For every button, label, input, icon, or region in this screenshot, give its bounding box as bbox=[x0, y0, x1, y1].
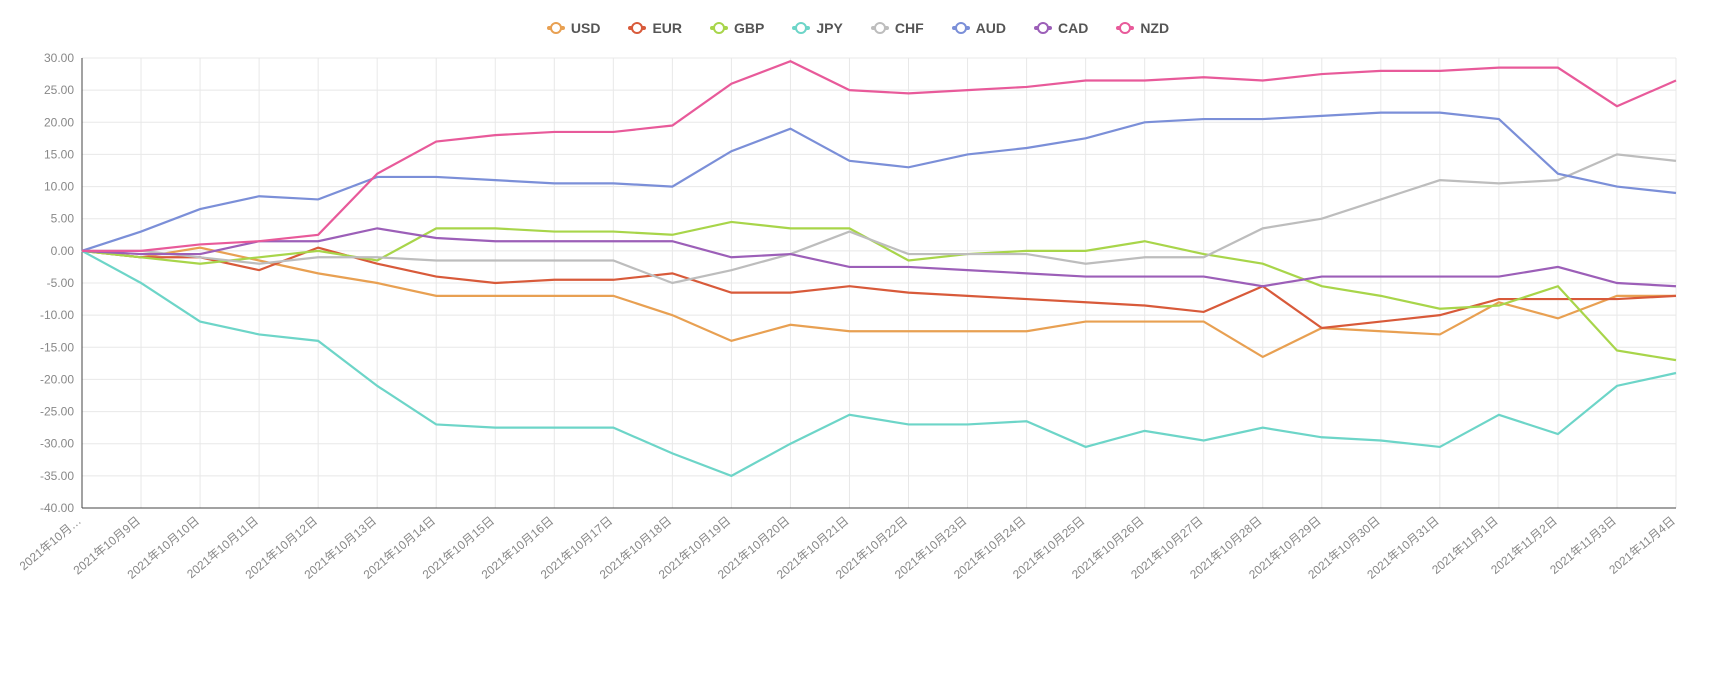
legend-swatch-icon bbox=[1116, 26, 1134, 30]
legend-item-usd[interactable]: USD bbox=[547, 20, 601, 36]
series-jpy[interactable] bbox=[82, 251, 1676, 476]
y-tick-label: 25.00 bbox=[44, 83, 74, 97]
legend-swatch-icon bbox=[1034, 26, 1052, 30]
legend-swatch-icon bbox=[871, 26, 889, 30]
legend-item-nzd[interactable]: NZD bbox=[1116, 20, 1169, 36]
legend-item-eur[interactable]: EUR bbox=[628, 20, 682, 36]
y-tick-label: -30.00 bbox=[40, 437, 74, 451]
legend-swatch-icon bbox=[547, 26, 565, 30]
plot-area: -40.00 -35.00 -30.00 -25.00 -20.00 -15.00 -10.… bbox=[20, 48, 1696, 588]
y-tick-label: 30.00 bbox=[44, 51, 74, 65]
y-tick-label: -20.00 bbox=[40, 372, 74, 386]
legend-item-aud[interactable]: AUD bbox=[952, 20, 1006, 36]
legend-swatch-icon bbox=[792, 26, 810, 30]
currency-line-chart: USD EUR GBP JPY CHF AUD CAD NZD -40.00 -35.00 -30… bbox=[20, 20, 1696, 656]
y-tick-label: -40.00 bbox=[40, 501, 74, 515]
y-tick-label: -25.00 bbox=[40, 405, 74, 419]
y-tick-label: -5.00 bbox=[47, 276, 75, 290]
legend-item-gbp[interactable]: GBP bbox=[710, 20, 764, 36]
series-usd[interactable] bbox=[82, 248, 1676, 357]
y-tick-label: 0.00 bbox=[51, 244, 75, 258]
legend-item-jpy[interactable]: JPY bbox=[792, 20, 842, 36]
legend-label: JPY bbox=[816, 20, 842, 36]
legend-label: NZD bbox=[1140, 20, 1169, 36]
y-tick-label: 15.00 bbox=[44, 147, 74, 161]
legend-item-chf[interactable]: CHF bbox=[871, 20, 924, 36]
chart-svg: -40.00 -35.00 -30.00 -25.00 -20.00 -15.00 -10.… bbox=[20, 48, 1696, 628]
legend-label: CHF bbox=[895, 20, 924, 36]
legend-item-cad[interactable]: CAD bbox=[1034, 20, 1088, 36]
y-tick-label: -10.00 bbox=[40, 308, 74, 322]
y-tick-label: -35.00 bbox=[40, 469, 74, 483]
y-tick-label: 10.00 bbox=[44, 180, 74, 194]
legend-label: AUD bbox=[976, 20, 1006, 36]
legend-label: GBP bbox=[734, 20, 764, 36]
legend-swatch-icon bbox=[710, 26, 728, 30]
chart-legend: USD EUR GBP JPY CHF AUD CAD NZD bbox=[20, 20, 1696, 36]
y-tick-label: -15.00 bbox=[40, 340, 74, 354]
series-eur[interactable] bbox=[82, 248, 1676, 328]
legend-label: EUR bbox=[652, 20, 682, 36]
legend-swatch-icon bbox=[628, 26, 646, 30]
legend-label: USD bbox=[571, 20, 601, 36]
legend-swatch-icon bbox=[952, 26, 970, 30]
y-tick-label: 5.00 bbox=[51, 212, 75, 226]
legend-label: CAD bbox=[1058, 20, 1088, 36]
y-tick-label: 20.00 bbox=[44, 115, 74, 129]
